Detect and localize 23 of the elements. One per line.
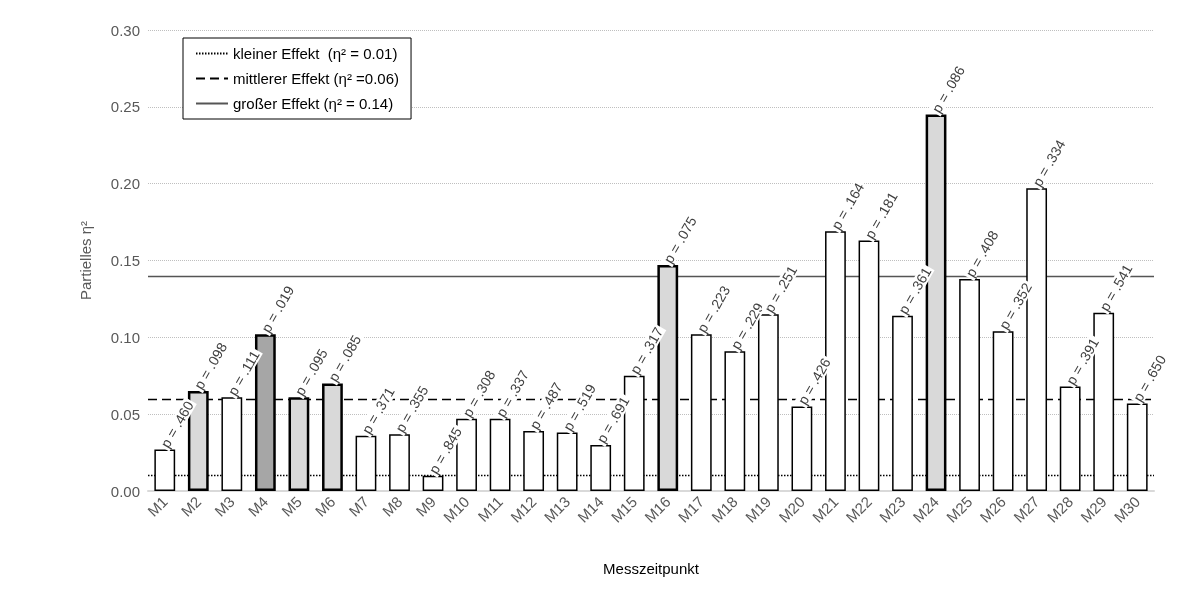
y-tick-label: 0.05 (110, 405, 140, 423)
legend-label: kleiner Effekt (η² = 0.01) (233, 45, 398, 62)
y-tick-label: 0.15 (110, 252, 140, 269)
x-axis-title: Messzeitpunkt (603, 560, 700, 577)
y-tick-label: 0.00 (110, 482, 140, 500)
x-tick-label: M4 (244, 492, 272, 520)
x-tick-label: M3 (211, 492, 238, 520)
x-tick-label: M8 (378, 492, 406, 520)
y-axis-title: Partielles η² (77, 220, 94, 301)
x-tick-label: M9 (412, 492, 440, 520)
y-tick-label: 0.10 (110, 328, 140, 346)
legend-label: mittlerer Effekt (η² =0.06) (233, 70, 400, 87)
y-tick-label: 0.20 (110, 175, 140, 193)
y-tick-label: 0.30 (110, 21, 140, 39)
x-tick-label: M2 (177, 492, 205, 520)
x-tick-label: M11 (474, 492, 507, 525)
x-tick-label: M7 (345, 492, 372, 520)
y-tick-label: 0.25 (110, 98, 140, 116)
x-tick-label: M5 (278, 492, 305, 520)
x-tick-label: M6 (311, 492, 339, 520)
legend-label: großer Effekt (η² = 0.14) (233, 95, 394, 112)
x-tick-label: M21 (808, 492, 842, 526)
x-tick-label: M1 (144, 492, 171, 520)
